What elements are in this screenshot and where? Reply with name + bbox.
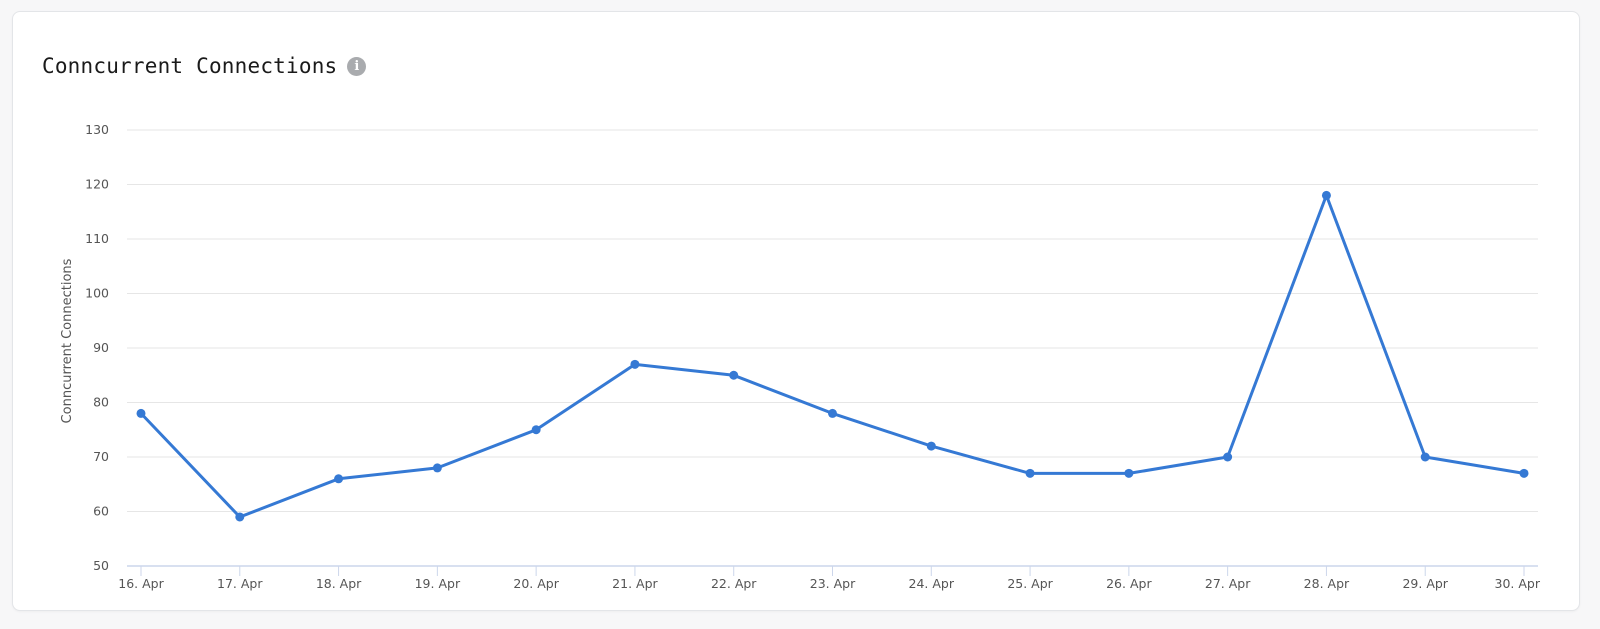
x-tick-label: 29. Apr [1402,576,1448,591]
data-point[interactable] [1420,452,1430,462]
y-tick-label: 80 [93,395,109,410]
data-point[interactable] [1025,468,1035,478]
data-point[interactable] [1223,452,1233,462]
gridlines [127,129,1538,512]
x-tick-label: 26. Apr [1106,576,1152,591]
data-point[interactable] [235,512,245,522]
data-point[interactable] [1519,468,1529,478]
info-icon[interactable]: i [347,56,367,76]
y-tick-label: 60 [93,504,109,519]
x-tick-label: 20. Apr [513,576,559,591]
y-tick-label: 90 [93,340,109,355]
x-tick-label: 24. Apr [909,576,955,591]
data-point[interactable] [531,425,541,435]
series-markers [136,190,1529,522]
y-tick-label: 110 [85,231,109,246]
x-tick-label: 19. Apr [415,576,461,591]
x-tick-label: 28. Apr [1304,576,1350,591]
x-tick-label: 30. Apr [1495,576,1541,591]
data-point[interactable] [432,463,442,473]
y-axis-title: Conncurrent Connections [60,258,75,423]
y-tick-label: 130 [85,122,109,137]
x-tick-label: 23. Apr [810,576,856,591]
x-axis: 16. Apr 17. Apr 18. Apr 19. Apr 20. Apr 21. A… [118,565,1541,591]
x-tick-label: 25. Apr [1007,576,1053,591]
chart-header: Conncurrent Connections i [42,54,367,78]
x-tick-label: 16. Apr [118,576,164,591]
y-tick-label: 100 [85,286,109,301]
data-point[interactable] [828,408,837,418]
data-point[interactable] [630,359,640,369]
x-tick-label: 17. Apr [217,576,263,591]
data-point[interactable] [136,408,146,418]
series-line [139,193,1525,519]
y-tick-label: 120 [85,177,109,192]
chart-title: Conncurrent Connections [42,54,338,78]
x-tick-label: 27. Apr [1205,576,1251,591]
x-tick-label: 18. Apr [316,576,362,591]
data-point[interactable] [926,441,936,451]
data-point[interactable] [1321,190,1331,200]
x-tick-label: 22. Apr [711,576,757,591]
y-axis-labels: 50 60 70 80 90 100 110 120 130 [85,122,109,573]
y-tick-label: 50 [93,558,109,573]
data-point[interactable] [729,370,739,380]
x-tick-label: 21. Apr [612,576,658,591]
data-point[interactable] [1124,468,1134,478]
data-point[interactable] [334,474,344,484]
y-tick-label: 70 [93,449,109,464]
